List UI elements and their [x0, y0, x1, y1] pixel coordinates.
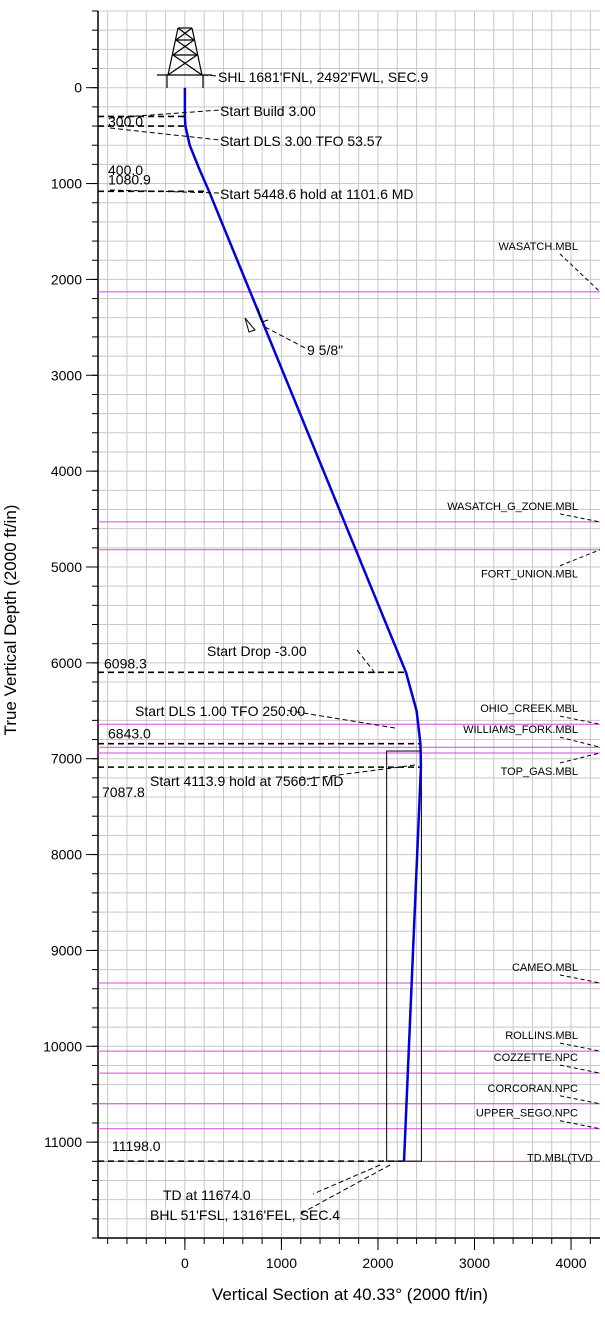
marker-label: 6098.3	[104, 655, 147, 671]
x-tick-label: 3000	[459, 1255, 490, 1271]
annotation: Start Drop -3.00	[207, 643, 307, 659]
leader	[109, 189, 221, 194]
annotation: Start DLS 1.00 TFO 250.00	[135, 703, 305, 719]
annotation: Start 5448.6 hold at 1101.6 MD	[220, 186, 414, 202]
leader	[559, 1042, 601, 1052]
formation-label: WASATCH_G_ZONE.MBL	[447, 501, 578, 513]
formation-label: WILLIAMS_FORK.MBL	[463, 724, 578, 736]
leader	[559, 974, 601, 984]
formation-label: ROLLINS.MBL	[505, 1030, 578, 1042]
marker-label: 7087.8	[102, 784, 145, 800]
formation-label: FORT_UNION.MBL	[481, 569, 578, 581]
wellbore-line	[183, 87, 423, 1162]
leader	[559, 1095, 601, 1105]
y-tick-label: 4000	[51, 463, 82, 479]
formation-label: COZZETTE.NPC	[494, 1052, 578, 1064]
y-tick-label: 1000	[51, 176, 82, 192]
plot: 0 1000 2000 3000 4000 0 1000 2000 3000 4000 5000 60…	[43, 11, 601, 1271]
annotation: Start 4113.9 hold at 7560.1 MD	[150, 773, 344, 789]
formation-label: WASATCH.MBL	[499, 241, 578, 253]
y-tick-label: 7000	[51, 751, 82, 767]
annotation: Start Build 3.00	[220, 103, 316, 119]
leader	[299, 764, 416, 781]
y-axis-label: True Vertical Depth (2000 ft/in)	[1, 505, 20, 736]
formation-label: TOP_GAS.MBL	[501, 766, 578, 778]
y-tick-label: 8000	[51, 847, 82, 863]
y-tick-label: 9000	[51, 942, 82, 958]
leader	[559, 736, 601, 748]
y-tick-label: 2000	[51, 271, 82, 287]
leader	[356, 649, 376, 674]
leader	[559, 752, 601, 764]
formation-label: TD.MBL(TVD	[527, 1152, 593, 1164]
y-tick-label: 3000	[51, 367, 82, 383]
annotation: TD at 11674.0	[163, 1187, 251, 1203]
grid	[92, 10, 600, 1244]
x-tick-label: 4000	[555, 1255, 586, 1271]
leader	[559, 1064, 601, 1074]
x-tick-label: 1000	[266, 1255, 297, 1271]
formation-label: CORCORAN.NPC	[488, 1083, 579, 1095]
x-tick-label: 0	[181, 1255, 189, 1271]
formation-label: CAMEO.MBL	[512, 962, 578, 974]
y-tick-label: 0	[74, 80, 82, 96]
annotation: BHL 51'FSL, 1316'FEL, SEC.4	[150, 1207, 340, 1223]
marker-label: 6843.0	[108, 726, 151, 742]
formation-label: UPPER_SEGO.NPC	[476, 1108, 578, 1120]
x-axis-label: Vertical Section at 40.33° (2000 ft/in)	[212, 1285, 488, 1304]
y-tick-label: 5000	[51, 559, 82, 575]
leader	[299, 1164, 391, 1215]
leader	[109, 127, 221, 141]
leader	[312, 1164, 381, 1195]
leader	[559, 253, 601, 293]
marker-label: 11198.0	[112, 1138, 161, 1154]
annotation: Start DLS 3.00 TFO 53.57	[220, 133, 383, 149]
leader	[559, 513, 601, 523]
annotation: 9 5/8"	[307, 342, 343, 358]
marker-label: 300.0	[108, 113, 143, 129]
y-tick-label: 11000	[44, 1134, 82, 1150]
annotation: SHL 1681'FNL, 2492'FWL, SEC.9	[218, 69, 428, 85]
leader	[559, 549, 601, 567]
marker-label: 400.0	[108, 162, 143, 178]
marker-label: 1080.9	[108, 171, 151, 187]
y-tick-label: 10000	[43, 1038, 82, 1054]
leader	[109, 109, 221, 119]
y-tick-label: 6000	[51, 655, 82, 671]
casing-symbol	[244, 307, 269, 333]
leader	[284, 709, 396, 729]
x-tick-label: 2000	[362, 1255, 393, 1271]
formation-label: OHIO_CREEK.MBL	[480, 703, 578, 715]
leader	[559, 1120, 601, 1130]
rig-icon	[157, 27, 212, 88]
